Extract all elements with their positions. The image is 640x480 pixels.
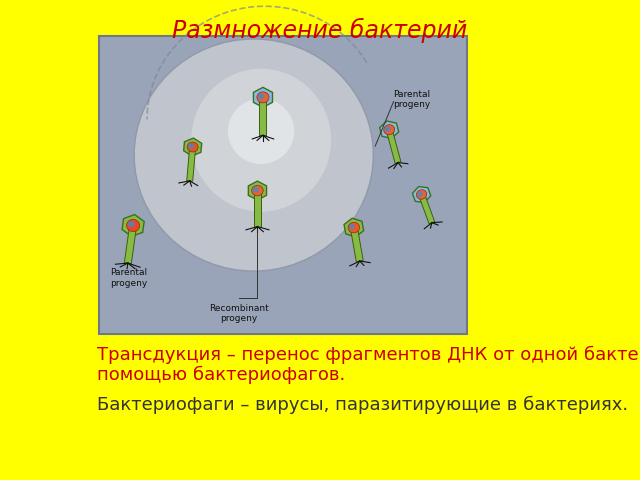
Bar [0, 23, 640, 32]
Bar [0, 239, 640, 248]
Bar [0, 103, 640, 112]
Text: Parental
progeny: Parental progeny [110, 268, 147, 288]
Polygon shape [248, 181, 266, 200]
Bar [0, 343, 640, 352]
Polygon shape [380, 121, 399, 138]
Bar [0, 151, 640, 160]
Bar [0, 407, 640, 416]
Ellipse shape [385, 127, 390, 132]
Ellipse shape [191, 69, 331, 212]
Bar [0, 287, 640, 296]
Bar [0, 39, 640, 48]
Bar [0, 231, 640, 240]
Polygon shape [253, 87, 273, 108]
Bar [0, 215, 640, 224]
Ellipse shape [257, 92, 269, 103]
Ellipse shape [188, 144, 194, 149]
Bar [0, 375, 640, 384]
Text: Бактериофаги – вирусы, паразитирующие в бактериях.: Бактериофаги – вирусы, паразитирующие в … [97, 396, 628, 414]
Bar [0, 95, 640, 104]
Text: Recombinant
progeny: Recombinant progeny [209, 304, 269, 323]
Bar [0, 431, 640, 440]
Bar [0, 15, 640, 24]
Bar [0, 399, 640, 408]
Bar [0, 159, 640, 168]
Bar [0, 335, 640, 344]
Bar [0, 351, 640, 360]
Bar [0, 79, 640, 88]
Bar [0, 455, 640, 464]
Bar [419, 193, 435, 224]
Bar [0, 471, 640, 480]
Bar [0, 391, 640, 400]
Bar [0, 143, 640, 152]
Bar [124, 225, 136, 264]
Bar [0, 0, 640, 8]
Bar [0, 7, 640, 16]
Bar [0, 191, 640, 200]
Bar [0, 463, 640, 472]
Ellipse shape [128, 221, 135, 228]
Ellipse shape [228, 98, 294, 164]
Bar [0, 31, 640, 40]
Bar [259, 97, 266, 135]
Bar [0, 63, 640, 72]
FancyBboxPatch shape [99, 36, 467, 334]
Bar [0, 279, 640, 288]
Polygon shape [184, 138, 202, 156]
Bar [0, 423, 640, 432]
Bar [0, 111, 640, 120]
Ellipse shape [253, 187, 259, 192]
Ellipse shape [258, 93, 264, 99]
Text: Трансдукция – перенос фрагментов ДНК от одной бактерии к другой с: Трансдукция – перенос фрагментов ДНК от … [97, 346, 640, 364]
Bar [0, 119, 640, 128]
Bar [0, 367, 640, 376]
Ellipse shape [384, 125, 395, 135]
Bar [0, 327, 640, 336]
Bar [0, 447, 640, 456]
Ellipse shape [349, 224, 355, 230]
Polygon shape [344, 218, 364, 237]
Bar [0, 295, 640, 304]
Ellipse shape [252, 185, 263, 196]
Bar [254, 191, 261, 227]
Bar [0, 55, 640, 64]
Bar [0, 127, 640, 136]
Bar [0, 87, 640, 96]
Bar [0, 319, 640, 328]
Ellipse shape [348, 222, 360, 233]
Text: Parental
progeny: Parental progeny [394, 90, 431, 109]
Ellipse shape [134, 39, 373, 271]
Polygon shape [412, 187, 431, 203]
Bar [0, 415, 640, 424]
Bar [0, 383, 640, 392]
Bar [0, 167, 640, 176]
Bar [0, 223, 640, 232]
Ellipse shape [417, 192, 422, 197]
Bar [0, 207, 640, 216]
Bar [0, 263, 640, 272]
Bar [351, 227, 363, 262]
Bar [0, 439, 640, 448]
Bar [0, 303, 640, 312]
Bar [0, 175, 640, 184]
Bar [0, 71, 640, 80]
Bar [0, 199, 640, 208]
Bar [187, 147, 196, 181]
Text: Размножение бактерий: Размножение бактерий [172, 18, 468, 43]
Ellipse shape [187, 142, 198, 152]
Polygon shape [122, 215, 144, 236]
Text: помощью бактериофагов.: помощью бактериофагов. [97, 366, 346, 384]
Bar [0, 135, 640, 144]
Bar [0, 47, 640, 56]
Bar [0, 311, 640, 320]
Bar [0, 255, 640, 264]
Bar [0, 247, 640, 256]
Ellipse shape [417, 190, 427, 199]
Ellipse shape [127, 219, 140, 231]
Bar [387, 129, 401, 163]
Bar [0, 271, 640, 280]
Bar [0, 359, 640, 368]
Bar [0, 183, 640, 192]
